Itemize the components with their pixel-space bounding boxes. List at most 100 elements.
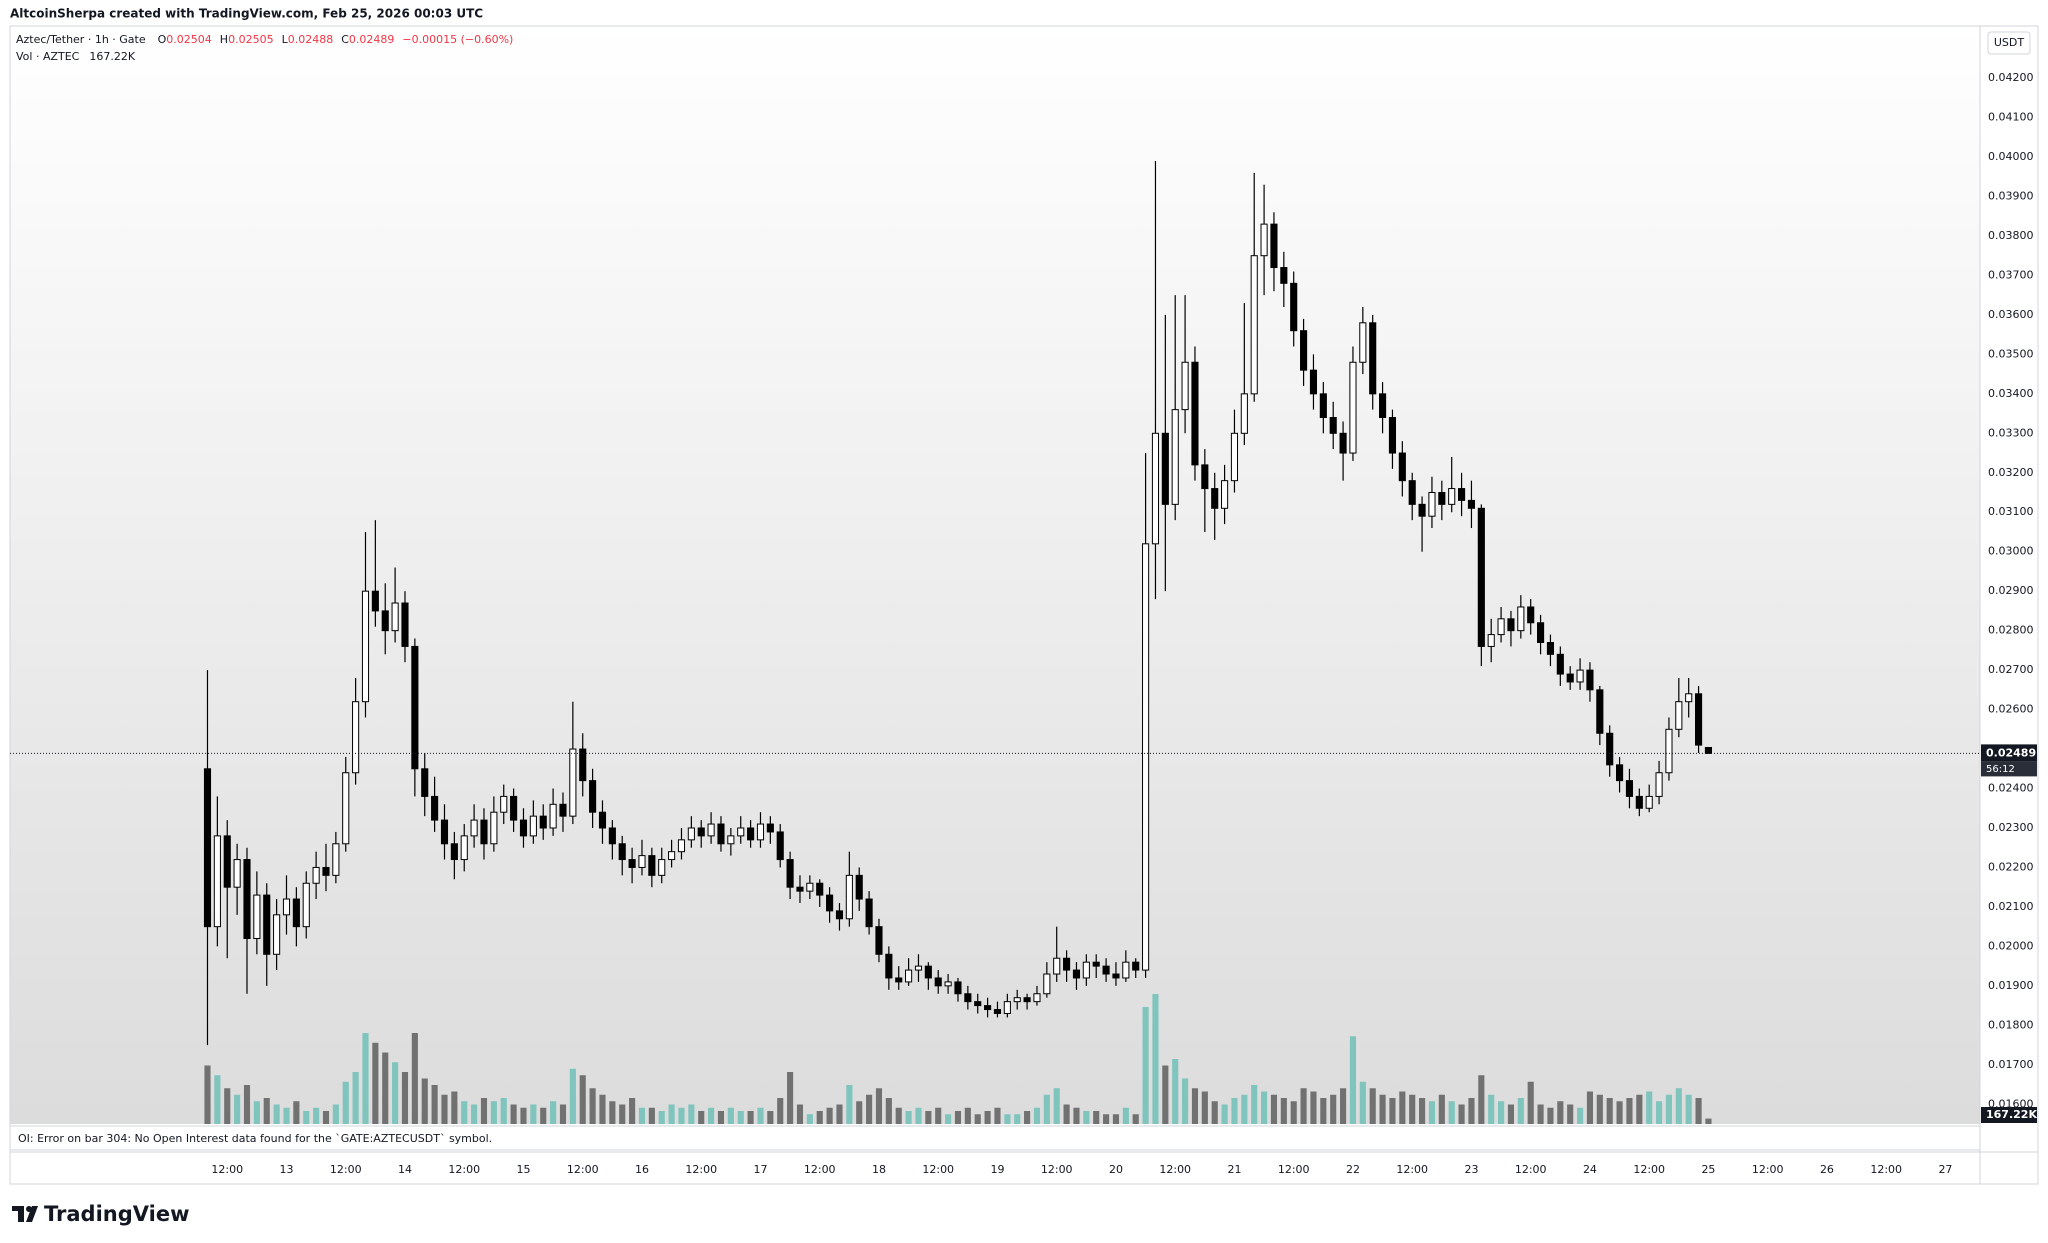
- volume-bar: [382, 1052, 389, 1124]
- candle-body: [1092, 961, 1100, 967]
- candle-body: [1072, 969, 1081, 979]
- volume-bar: [826, 1107, 833, 1124]
- candle-body: [529, 815, 537, 837]
- volume-bar: [273, 1104, 280, 1124]
- volume-bar: [787, 1072, 794, 1124]
- volume-bar: [401, 1072, 409, 1124]
- candle-body: [1221, 480, 1229, 509]
- volume-bar: [1488, 1094, 1495, 1124]
- candle-body: [835, 910, 844, 920]
- volume-bar: [1004, 1114, 1011, 1124]
- candle-body: [1339, 432, 1347, 454]
- x-tick-label: 26: [1820, 1163, 1834, 1176]
- volume-bar: [1656, 1101, 1663, 1124]
- volume-bar: [1606, 1098, 1613, 1124]
- candle-body: [460, 835, 468, 861]
- x-tick-label: 12:00: [685, 1163, 717, 1176]
- x-tick-label: 18: [872, 1163, 886, 1176]
- volume-bar: [974, 1114, 981, 1124]
- y-tick-label: 0.03500: [1988, 347, 2034, 360]
- x-tick-label: 12:00: [330, 1163, 362, 1176]
- y-tick-label: 0.02100: [1988, 900, 2034, 913]
- oi-error: OI: Error on bar 304: No Open Interest d…: [18, 1132, 492, 1145]
- candle-body: [1102, 965, 1110, 975]
- candle-body: [1161, 432, 1169, 505]
- candle-body: [1655, 772, 1663, 797]
- volume-bar: [806, 1114, 813, 1124]
- candle-body: [766, 823, 774, 833]
- candle-body: [1497, 618, 1505, 636]
- volume-bar: [1280, 1098, 1287, 1124]
- volume-bar: [609, 1101, 616, 1124]
- candle-body: [1240, 393, 1248, 434]
- volume-bar: [510, 1104, 517, 1124]
- candle-body: [1359, 322, 1367, 363]
- volume-bar: [767, 1111, 774, 1124]
- candle-body: [322, 866, 330, 876]
- candle-body: [549, 803, 557, 829]
- volume-bar: [579, 1075, 586, 1124]
- candle-body: [1695, 693, 1703, 746]
- candle-body: [875, 926, 883, 955]
- volume-bar: [530, 1104, 537, 1124]
- volume-bar: [1172, 1059, 1179, 1124]
- candle-body: [677, 839, 686, 853]
- volume-bar: [1152, 994, 1159, 1124]
- volume-bar: [1399, 1091, 1406, 1124]
- volume-bar: [204, 1065, 211, 1124]
- volume-bar: [688, 1104, 695, 1124]
- y-tick-label: 0.02400: [1988, 782, 2034, 795]
- volume-bar: [1043, 1094, 1050, 1124]
- volume-bar: [1063, 1104, 1070, 1124]
- candle-body: [1181, 361, 1189, 411]
- volume-bar: [224, 1088, 231, 1124]
- candle-body: [1428, 492, 1436, 517]
- candle-body: [727, 835, 735, 845]
- volume-bar: [253, 1101, 260, 1124]
- x-tick-label: 13: [279, 1163, 293, 1176]
- candle-body: [213, 835, 221, 928]
- y-tick-label: 0.03200: [1988, 466, 2034, 479]
- candle-body: [1033, 993, 1041, 1003]
- candle-body: [371, 590, 379, 612]
- volume-bar: [777, 1098, 784, 1124]
- candle-body: [737, 827, 745, 837]
- candle-body: [1379, 393, 1387, 419]
- candle-body: [1596, 689, 1604, 734]
- x-tick-label: 14: [398, 1163, 412, 1176]
- candle-body: [658, 859, 666, 876]
- volume-bar: [1596, 1094, 1603, 1124]
- candle-body: [1665, 728, 1673, 774]
- volume-bar: [293, 1101, 300, 1124]
- candle-body: [1537, 622, 1545, 643]
- y-tick-label: 0.03300: [1988, 426, 2034, 439]
- candle-body: [1369, 322, 1377, 395]
- volume-bar: [1646, 1091, 1653, 1124]
- volume-bar: [1577, 1107, 1584, 1124]
- candle-body: [1448, 488, 1456, 505]
- candle-body: [984, 1005, 992, 1011]
- y-tick-label: 0.04100: [1988, 111, 2034, 124]
- candle-body: [579, 748, 587, 782]
- candle-body: [1645, 795, 1653, 809]
- candle-body: [569, 748, 577, 817]
- volume-bar: [1428, 1101, 1436, 1124]
- volume-bar: [392, 1062, 399, 1124]
- candle-body: [1309, 369, 1318, 395]
- candle-body: [1043, 973, 1051, 995]
- x-tick-label: 12:00: [1159, 1163, 1191, 1176]
- y-tick-label: 0.03100: [1988, 505, 2034, 518]
- candle-body: [1270, 223, 1278, 269]
- candle-body: [618, 843, 626, 861]
- candle-body: [717, 823, 725, 845]
- volume-bar: [500, 1098, 507, 1124]
- candle-body: [342, 772, 350, 845]
- candle-body: [1013, 997, 1021, 1003]
- volume-bar: [342, 1081, 349, 1124]
- volume-bar: [1527, 1081, 1534, 1124]
- volume-bar: [490, 1101, 497, 1124]
- candle-body: [381, 610, 389, 632]
- volume-bar: [540, 1107, 547, 1124]
- candle-body: [1211, 488, 1219, 509]
